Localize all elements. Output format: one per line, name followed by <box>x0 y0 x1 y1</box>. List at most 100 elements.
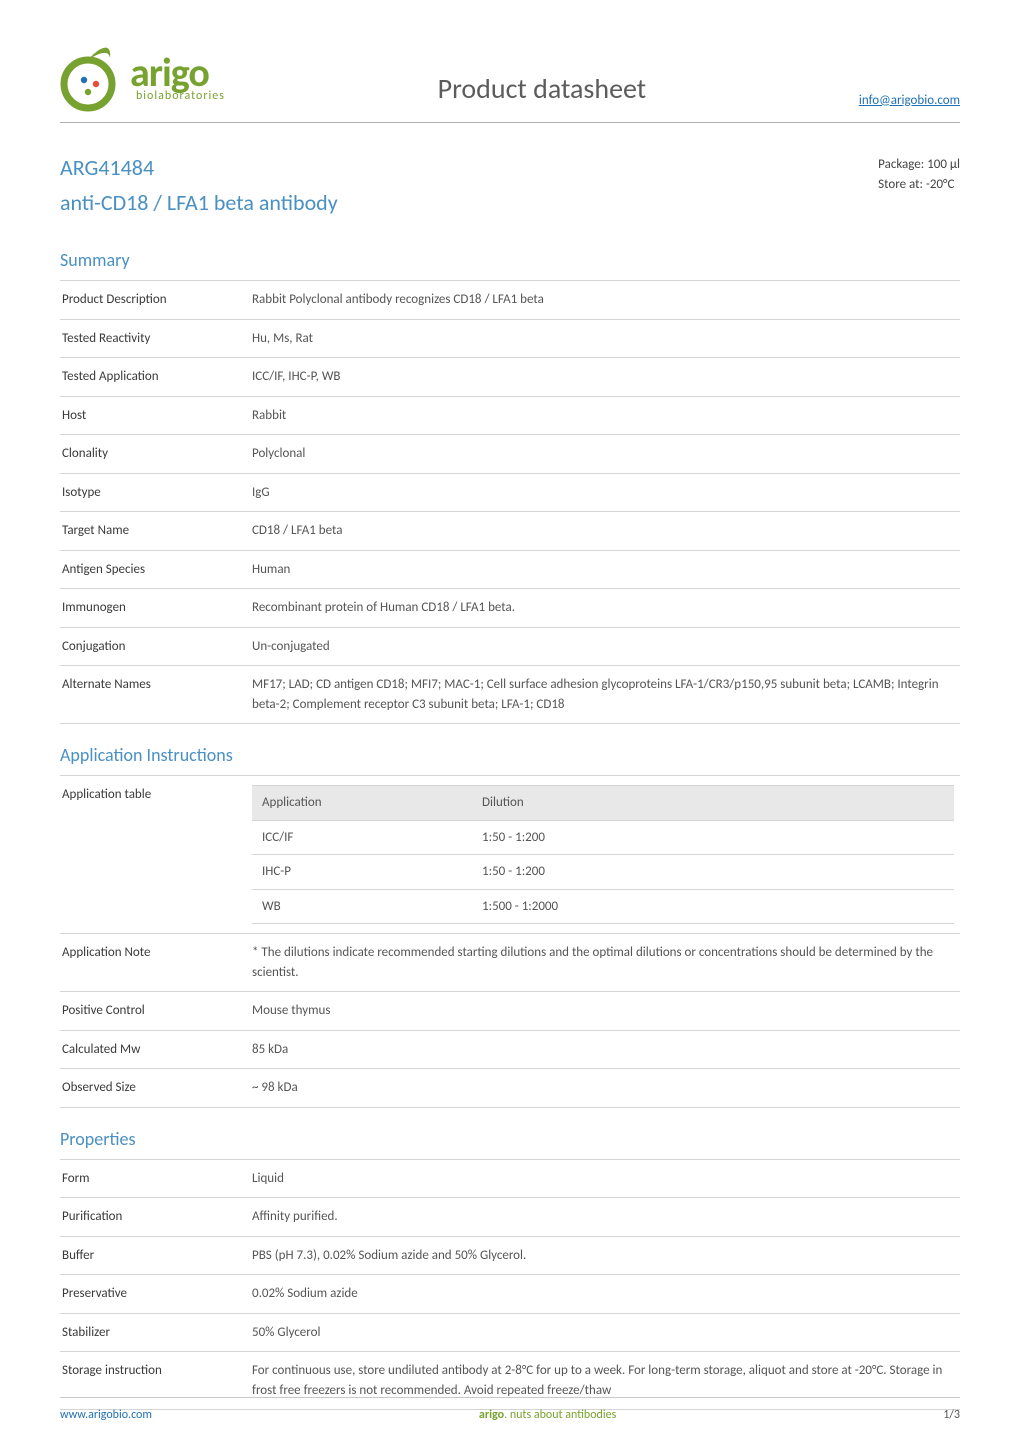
app-cell-dilution: 1:50 - 1:200 <box>472 820 954 855</box>
footer-site-link[interactable]: www.arigobio.com <box>60 1406 152 1424</box>
summary-row: ConjugationUn-conjugated <box>60 627 960 666</box>
kv-key: Isotype <box>60 473 250 512</box>
app-table-label: Application table <box>60 776 250 934</box>
kv-value: Mouse thymus <box>250 992 960 1031</box>
section-title-properties: Properties <box>60 1126 960 1153</box>
kv-key: Tested Application <box>60 358 250 397</box>
summary-row: HostRabbit <box>60 396 960 435</box>
kv-value: 0.02% Sodium azide <box>250 1275 960 1314</box>
kv-value: Un-conjugated <box>250 627 960 666</box>
kv-value: Recombinant protein of Human CD18 / LFA1… <box>250 589 960 628</box>
kv-value: Hu, Ms, Rat <box>250 319 960 358</box>
app-dilution-row: WB1:500 - 1:2000 <box>252 889 954 924</box>
kv-key: Tested Reactivity <box>60 319 250 358</box>
app-cell-dilution: 1:50 - 1:200 <box>472 855 954 890</box>
kv-key: Observed Size <box>60 1069 250 1108</box>
kv-value: 50% Glycerol <box>250 1313 960 1352</box>
app-dilution-row: ICC/IF1:50 - 1:200 <box>252 820 954 855</box>
app-table-header-row: Application Dilution <box>252 786 954 821</box>
kv-value: MF17; LAD; CD antigen CD18; MFI7; MAC-1;… <box>250 666 960 724</box>
properties-row: BufferPBS (pH 7.3), 0.02% Sodium azide a… <box>60 1236 960 1275</box>
app-instruction-row: Positive ControlMouse thymus <box>60 992 960 1031</box>
brand-text-block: arigo biolaboratories <box>130 53 225 102</box>
app-cell-application: ICC/IF <box>252 820 472 855</box>
kv-value: Rabbit Polyclonal antibody recognizes CD… <box>250 281 960 320</box>
app-instructions-table: Application table Application Dilution I… <box>60 775 960 1108</box>
app-cell-application: IHC-P <box>252 855 472 890</box>
kv-value: Liquid <box>250 1159 960 1198</box>
summary-row: ImmunogenRecombinant protein of Human CD… <box>60 589 960 628</box>
footer-tagline: arigo. nuts about antibodies <box>152 1406 943 1424</box>
summary-row: Tested ReactivityHu, Ms, Rat <box>60 319 960 358</box>
app-table-row: Application table Application Dilution I… <box>60 776 960 934</box>
store-line: Store at: -20°C <box>878 175 960 195</box>
app-instruction-row: Observed Size~ 98 kDa <box>60 1069 960 1108</box>
kv-key: Application Note <box>60 934 250 992</box>
document-title: Product datasheet <box>225 68 859 110</box>
brand-subtitle: biolaboratories <box>136 90 225 102</box>
summary-row: IsotypeIgG <box>60 473 960 512</box>
kv-key: Form <box>60 1159 250 1198</box>
kv-value: * The dilutions indicate recommended sta… <box>250 934 960 992</box>
summary-row: ClonalityPolyclonal <box>60 435 960 474</box>
kv-value: PBS (pH 7.3), 0.02% Sodium azide and 50%… <box>250 1236 960 1275</box>
kv-key: Calculated Mw <box>60 1030 250 1069</box>
store-label: Store at: <box>878 177 923 192</box>
product-name: anti-CD18 / LFA1 beta antibody <box>60 186 338 219</box>
properties-table: FormLiquidPurificationAffinity purified.… <box>60 1159 960 1411</box>
footer-brand: arigo <box>479 1408 504 1422</box>
properties-row: FormLiquid <box>60 1159 960 1198</box>
summary-row: Alternate NamesMF17; LAD; CD antigen CD1… <box>60 666 960 724</box>
package-value: 100 μl <box>927 157 960 172</box>
kv-value: ICC/IF, IHC-P, WB <box>250 358 960 397</box>
app-cell-application: WB <box>252 889 472 924</box>
app-instruction-row: Application Note* The dilutions indicate… <box>60 934 960 992</box>
kv-key: Immunogen <box>60 589 250 628</box>
product-code: ARG41484 <box>60 151 338 184</box>
package-info: Package: 100 μl Store at: -20°C <box>878 155 960 194</box>
properties-row: Preservative0.02% Sodium azide <box>60 1275 960 1314</box>
contact-email-link[interactable]: info@arigobio.com <box>859 91 960 111</box>
kv-key: Conjugation <box>60 627 250 666</box>
kv-value: 85 kDa <box>250 1030 960 1069</box>
summary-row: Product DescriptionRabbit Polyclonal ant… <box>60 281 960 320</box>
app-header-dilution: Dilution <box>472 786 954 821</box>
page-footer: www.arigobio.com arigo. nuts about antib… <box>60 1397 960 1424</box>
kv-value: IgG <box>250 473 960 512</box>
application-dilution-table: Application Dilution ICC/IF1:50 - 1:200I… <box>252 785 954 924</box>
brand-logo-icon <box>60 40 124 114</box>
kv-key: Alternate Names <box>60 666 250 724</box>
kv-value: ~ 98 kDa <box>250 1069 960 1108</box>
kv-key: Positive Control <box>60 992 250 1031</box>
package-label: Package: <box>878 157 924 172</box>
app-header-application: Application <box>252 786 472 821</box>
kv-value: Polyclonal <box>250 435 960 474</box>
brand-name: arigo <box>130 53 225 93</box>
kv-key: Product Description <box>60 281 250 320</box>
kv-value: CD18 / LFA1 beta <box>250 512 960 551</box>
header: arigo biolaboratories Product datasheet … <box>60 40 960 123</box>
page: arigo biolaboratories Product datasheet … <box>0 0 1020 1442</box>
kv-key: Purification <box>60 1198 250 1237</box>
section-title-summary: Summary <box>60 247 960 274</box>
summary-row: Tested ApplicationICC/IF, IHC-P, WB <box>60 358 960 397</box>
kv-value: Affinity purified. <box>250 1198 960 1237</box>
app-table-cell: Application Dilution ICC/IF1:50 - 1:200I… <box>250 776 960 934</box>
kv-key: Buffer <box>60 1236 250 1275</box>
summary-table: Product DescriptionRabbit Polyclonal ant… <box>60 280 960 724</box>
app-instruction-row: Calculated Mw85 kDa <box>60 1030 960 1069</box>
properties-row: PurificationAffinity purified. <box>60 1198 960 1237</box>
app-dilution-row: IHC-P1:50 - 1:200 <box>252 855 954 890</box>
kv-key: Preservative <box>60 1275 250 1314</box>
section-title-app-instructions: Application Instructions <box>60 742 960 769</box>
kv-key: Clonality <box>60 435 250 474</box>
summary-row: Target NameCD18 / LFA1 beta <box>60 512 960 551</box>
kv-value: Rabbit <box>250 396 960 435</box>
kv-key: Stabilizer <box>60 1313 250 1352</box>
product-title-block: ARG41484 anti-CD18 / LFA1 beta antibody <box>60 151 338 219</box>
kv-key: Antigen Species <box>60 550 250 589</box>
page-number: 1/3 <box>943 1406 960 1424</box>
logo-block: arigo biolaboratories <box>60 40 225 114</box>
summary-row: Antigen SpeciesHuman <box>60 550 960 589</box>
kv-value: Human <box>250 550 960 589</box>
